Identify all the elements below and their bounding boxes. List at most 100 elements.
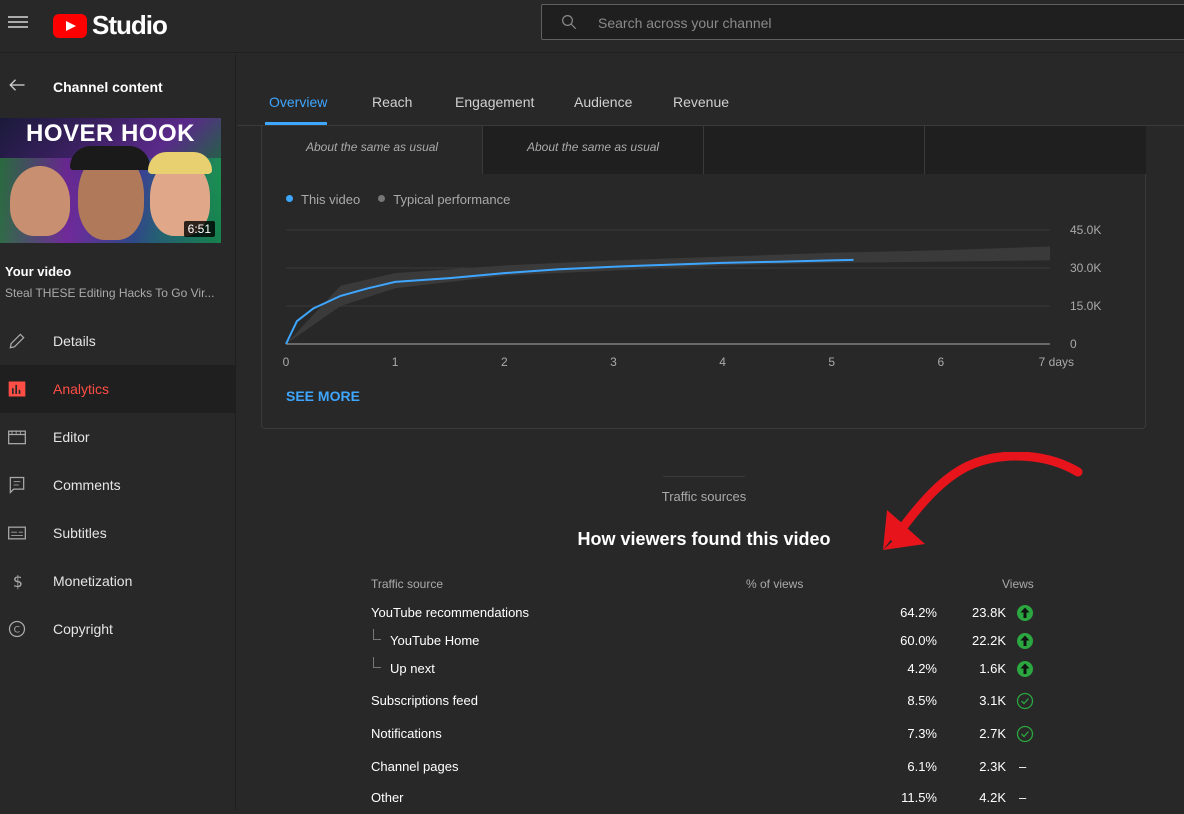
main-content: Overview Reach Engagement Audience Reven… — [237, 54, 1184, 811]
tab-engagement[interactable]: Engagement — [455, 94, 535, 110]
column-header-pct[interactable]: % of views — [746, 577, 804, 591]
sidebar-item-monetization[interactable]: $ Monetization — [0, 557, 236, 605]
column-header-source[interactable]: Traffic source — [371, 577, 444, 591]
traffic-source-name[interactable]: Other — [371, 790, 404, 805]
table-row[interactable]: YouTube recommendations 64.2% 23.8K — [371, 601, 1041, 629]
video-title: Steal THESE Editing Hacks To Go Vir... — [5, 286, 215, 300]
up-arrow-icon — [1017, 633, 1033, 649]
tab-overview[interactable]: Overview — [269, 94, 328, 110]
video-duration: 6:51 — [183, 221, 215, 237]
annotation-arrow-icon — [883, 452, 1083, 550]
sidebar-item-details[interactable]: Details — [0, 317, 236, 365]
column-header-views[interactable]: Views — [1002, 577, 1034, 591]
traffic-sources-label: Traffic sources — [661, 489, 747, 504]
logo-text: Studio — [92, 10, 168, 40]
traffic-views: 1.6K — [979, 661, 1006, 676]
no-change-dash: – — [1019, 790, 1027, 805]
top-bar: Studio Search across your channel — [0, 0, 1184, 53]
sub-row-connector — [373, 657, 381, 668]
y-tick-label: 30.0K — [1070, 261, 1101, 275]
dollar-icon: $ — [13, 572, 23, 591]
stat-cell[interactable] — [704, 126, 925, 174]
sub-row-connector — [373, 629, 381, 640]
video-thumbnail[interactable]: HOVER HOOK 6:51 — [0, 118, 221, 243]
table-row[interactable]: Other 11.5% 4.2K – — [371, 786, 1041, 814]
comments-icon — [9, 476, 25, 495]
traffic-views: 23.8K — [972, 605, 1006, 620]
sidebar-item-label: Details — [53, 333, 96, 349]
table-row[interactable]: YouTube Home 60.0% 22.2K — [371, 629, 1041, 657]
up-arrow-icon — [1017, 605, 1033, 621]
see-more-button[interactable]: SEE MORE — [286, 388, 360, 404]
traffic-views: 3.1K — [979, 693, 1006, 708]
tab-revenue[interactable]: Revenue — [673, 94, 730, 110]
x-tick-label: 0 — [283, 355, 290, 369]
tab-audience[interactable]: Audience — [574, 94, 633, 110]
traffic-source-name[interactable]: Up next — [390, 661, 435, 676]
svg-text:C: C — [14, 624, 20, 635]
traffic-views: 22.2K — [972, 633, 1006, 648]
editor-icon — [8, 430, 26, 445]
traffic-source-name[interactable]: Channel pages — [371, 759, 459, 774]
views-chart: 0 15.0K 30.0K 45.0K 0 1 2 3 4 5 6 7 days — [283, 223, 1102, 369]
analytics-icon — [8, 381, 26, 397]
traffic-source-name[interactable]: Subscriptions feed — [371, 693, 478, 708]
sidebar-item-subtitles[interactable]: Subtitles — [0, 509, 236, 557]
check-icon — [1016, 692, 1034, 710]
traffic-pct: 4.2% — [907, 661, 937, 676]
x-tick-label: 1 — [392, 355, 399, 369]
active-tab-indicator — [265, 122, 327, 125]
table-row[interactable]: Channel pages 6.1% 2.3K – — [371, 755, 1041, 783]
pencil-icon — [9, 333, 25, 349]
stat-row: About the same as usual About the same a… — [262, 126, 1146, 174]
traffic-views: 4.2K — [979, 790, 1006, 805]
sidebar-item-label: Editor — [53, 429, 90, 445]
no-change-dash: – — [1019, 759, 1027, 774]
traffic-views: 2.7K — [979, 726, 1006, 741]
traffic-heading: How viewers found this video — [577, 529, 831, 549]
stat-cell[interactable]: About the same as usual — [483, 126, 704, 174]
x-tick-label: 7 days — [1039, 355, 1074, 369]
stat-cell[interactable]: About the same as usual — [262, 126, 483, 174]
analytics-tabs: Overview Reach Engagement Audience Reven… — [237, 54, 1184, 126]
traffic-pct: 11.5% — [901, 790, 937, 805]
stat-note: About the same as usual — [306, 140, 439, 154]
traffic-source-name[interactable]: YouTube Home — [390, 633, 480, 648]
back-arrow-icon — [9, 79, 25, 91]
sidebar-item-comments[interactable]: Comments — [0, 461, 236, 509]
legend-dot — [286, 195, 293, 202]
studio-logo[interactable]: Studio — [53, 10, 168, 41]
sidebar-item-editor[interactable]: Editor — [0, 413, 236, 461]
table-row[interactable]: Notifications 7.3% 2.7K — [371, 722, 1041, 750]
sidebar: Channel content HOVER HOOK 6:51 Your vid… — [0, 54, 236, 811]
search-input[interactable]: Search across your channel — [541, 4, 1184, 40]
typical-performance-band — [286, 246, 1050, 344]
this-video-line — [285, 258, 854, 345]
stat-cell[interactable] — [925, 126, 1146, 174]
up-arrow-icon — [1017, 661, 1033, 677]
sidebar-item-label: Copyright — [53, 621, 113, 637]
chart-legend: This video Typical performance — [286, 192, 528, 207]
traffic-source-name[interactable]: YouTube recommendations — [371, 605, 530, 620]
thumbnail-title: HOVER HOOK — [25, 120, 195, 147]
sidebar-item-label: Analytics — [53, 381, 110, 397]
sidebar-item-copyright[interactable]: C Copyright — [0, 605, 236, 653]
traffic-source-name[interactable]: Notifications — [371, 726, 442, 741]
x-tick-label: 3 — [610, 355, 617, 369]
sidebar-item-label: Subtitles — [53, 525, 107, 541]
table-row[interactable]: Subscriptions feed 8.5% 3.1K — [371, 689, 1041, 717]
thumbnail-face-left — [10, 166, 70, 236]
menu-icon[interactable] — [8, 13, 28, 33]
legend-typical: Typical performance — [378, 192, 510, 207]
traffic-pct: 60.0% — [900, 633, 937, 648]
tab-reach[interactable]: Reach — [372, 94, 413, 110]
sidebar-item-analytics[interactable]: Analytics — [0, 365, 236, 413]
table-row[interactable]: Up next 4.2% 1.6K — [371, 657, 1041, 685]
youtube-logo-icon — [53, 13, 87, 38]
legend-label: Typical performance — [393, 192, 511, 207]
thumbnail-hair — [70, 146, 150, 170]
back-to-channel-content[interactable]: Channel content — [0, 70, 236, 100]
y-tick-label: 15.0K — [1070, 299, 1101, 313]
search-icon — [562, 15, 577, 30]
legend-label: This video — [301, 192, 361, 207]
